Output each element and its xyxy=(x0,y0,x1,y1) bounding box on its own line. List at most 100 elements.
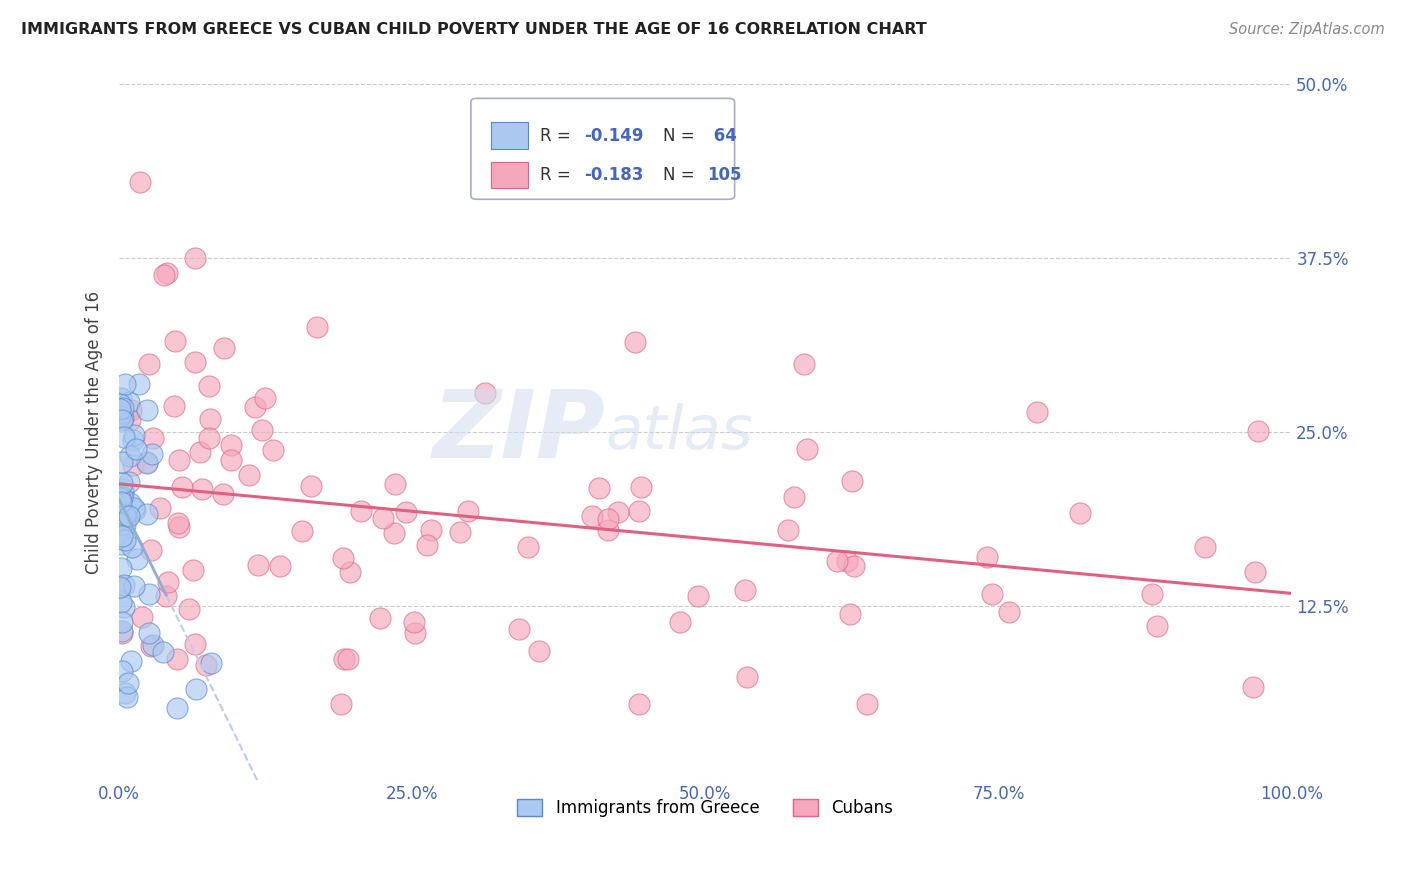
Cubans xyxy=(108,581,131,595)
Cubans xyxy=(841,474,863,488)
Immigrants from Greece xyxy=(114,533,136,547)
Cubans xyxy=(136,455,159,469)
Cubans xyxy=(252,423,274,437)
Cubans xyxy=(111,626,134,640)
Text: 64: 64 xyxy=(707,127,737,145)
Immigrants from Greece xyxy=(112,483,135,497)
Immigrants from Greece xyxy=(108,396,131,410)
Cubans xyxy=(624,334,647,349)
Immigrants from Greece xyxy=(112,430,135,444)
Cubans xyxy=(167,516,190,530)
Immigrants from Greece xyxy=(110,495,132,509)
Immigrants from Greece xyxy=(110,413,132,427)
Immigrants from Greece xyxy=(200,656,222,670)
Cubans xyxy=(793,357,815,371)
Cubans xyxy=(588,481,610,495)
Immigrants from Greece xyxy=(166,700,188,714)
Text: -0.183: -0.183 xyxy=(585,166,644,184)
Cubans xyxy=(238,468,260,483)
Immigrants from Greece xyxy=(112,486,135,500)
Immigrants from Greece xyxy=(122,500,145,515)
Cubans xyxy=(139,542,162,557)
Immigrants from Greece xyxy=(111,401,134,416)
Cubans xyxy=(449,525,471,540)
Cubans xyxy=(212,341,235,355)
Cubans xyxy=(188,445,211,459)
Immigrants from Greece xyxy=(111,665,134,679)
Immigrants from Greece xyxy=(111,529,134,543)
Cubans xyxy=(129,175,152,189)
Cubans xyxy=(1244,565,1267,579)
Cubans xyxy=(457,503,479,517)
Cubans xyxy=(835,554,858,568)
Text: Source: ZipAtlas.com: Source: ZipAtlas.com xyxy=(1229,22,1385,37)
Cubans xyxy=(630,480,652,494)
Immigrants from Greece xyxy=(111,411,134,425)
Cubans xyxy=(508,622,530,636)
Cubans xyxy=(627,504,650,518)
Immigrants from Greece xyxy=(128,376,150,391)
Immigrants from Greece xyxy=(120,654,142,668)
Cubans xyxy=(184,355,207,369)
Cubans xyxy=(191,483,214,497)
Immigrants from Greece xyxy=(135,403,157,417)
Immigrants from Greece xyxy=(110,510,132,524)
Cubans xyxy=(516,540,538,554)
Cubans xyxy=(1194,541,1216,555)
Cubans xyxy=(198,431,221,445)
Immigrants from Greece xyxy=(111,506,134,520)
Cubans xyxy=(156,266,179,280)
Immigrants from Greece xyxy=(138,587,160,601)
Cubans xyxy=(118,412,141,426)
Immigrants from Greece xyxy=(125,552,148,566)
Cubans xyxy=(337,652,360,666)
Immigrants from Greece xyxy=(110,406,132,420)
Immigrants from Greece xyxy=(125,442,148,457)
Immigrants from Greece xyxy=(121,541,143,555)
Text: R =: R = xyxy=(540,166,576,184)
Cubans xyxy=(167,452,190,467)
Immigrants from Greece xyxy=(121,434,143,448)
Bar xyxy=(491,122,529,149)
Cubans xyxy=(212,487,235,501)
Immigrants from Greece xyxy=(117,676,139,690)
Cubans xyxy=(245,401,267,415)
Immigrants from Greece xyxy=(138,625,160,640)
Cubans xyxy=(172,480,194,494)
Cubans xyxy=(197,379,219,393)
Cubans xyxy=(153,268,176,283)
Cubans xyxy=(149,500,172,515)
Immigrants from Greece xyxy=(111,615,134,630)
Cubans xyxy=(734,583,756,598)
Cubans xyxy=(155,589,177,603)
Cubans xyxy=(607,505,630,519)
Cubans xyxy=(165,334,187,348)
Cubans xyxy=(131,610,153,624)
Cubans xyxy=(333,651,356,665)
Cubans xyxy=(371,510,394,524)
Cubans xyxy=(402,615,425,629)
Cubans xyxy=(825,554,848,568)
Immigrants from Greece xyxy=(114,518,136,533)
Immigrants from Greece xyxy=(111,537,134,551)
Immigrants from Greece xyxy=(124,503,146,517)
Cubans xyxy=(384,526,406,541)
Cubans xyxy=(198,412,221,426)
Cubans xyxy=(1025,405,1047,419)
Cubans xyxy=(1241,681,1264,695)
Cubans xyxy=(474,386,496,401)
Immigrants from Greece xyxy=(118,394,141,409)
Immigrants from Greece xyxy=(118,449,141,463)
Immigrants from Greece xyxy=(141,447,163,461)
Immigrants from Greece xyxy=(110,595,132,609)
Cubans xyxy=(596,512,619,526)
Cubans xyxy=(305,320,328,334)
Cubans xyxy=(420,524,443,538)
Cubans xyxy=(598,523,620,537)
Cubans xyxy=(395,505,418,519)
Immigrants from Greece xyxy=(112,600,135,615)
Immigrants from Greece xyxy=(111,517,134,532)
Immigrants from Greece xyxy=(108,580,131,594)
Immigrants from Greece xyxy=(135,456,157,470)
Cubans xyxy=(1146,619,1168,633)
